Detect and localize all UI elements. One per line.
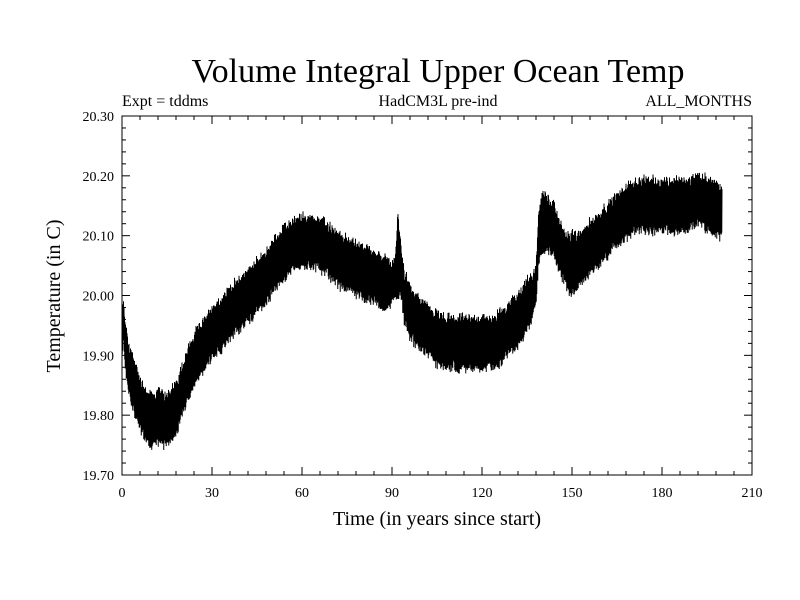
subtitle-left: Expt = tddms: [122, 93, 208, 110]
y-tick-label: 20.20: [83, 170, 115, 185]
y-tick-label: 19.70: [83, 469, 115, 484]
x-tick-label: 120: [472, 486, 493, 501]
x-tick-label: 210: [742, 486, 763, 501]
x-tick-label: 150: [562, 486, 583, 501]
x-tick-label: 180: [652, 486, 673, 501]
x-tick-label: 90: [385, 486, 399, 501]
subtitle-center: HadCM3L pre-ind: [379, 93, 498, 110]
plot-frame: [121, 115, 753, 476]
series-layer: [121, 172, 723, 450]
chart-title: Volume Integral Upper Ocean Temp: [192, 53, 685, 90]
y-tick-label: 20.30: [83, 110, 115, 125]
y-tick-label: 19.80: [83, 409, 115, 424]
y-axis-label: Temperature (in C): [43, 220, 65, 373]
x-axis-label: Time (in years since start): [333, 508, 541, 530]
y-axis: 19.70 19.80 19.90 20.00 20.10 20.20 20.30: [83, 110, 752, 484]
y-tick-label: 20.10: [83, 230, 115, 245]
series-line: [121, 172, 723, 450]
x-axis: 0 30 60 90 120 150 180 210: [119, 116, 763, 501]
x-tick-label: 0: [119, 486, 126, 501]
subtitle-right: ALL_MONTHS: [645, 93, 752, 110]
y-tick-label: 20.00: [83, 290, 115, 305]
x-tick-label: 30: [205, 486, 219, 501]
y-tick-label: 19.90: [83, 349, 115, 364]
x-tick-label: 60: [295, 486, 309, 501]
